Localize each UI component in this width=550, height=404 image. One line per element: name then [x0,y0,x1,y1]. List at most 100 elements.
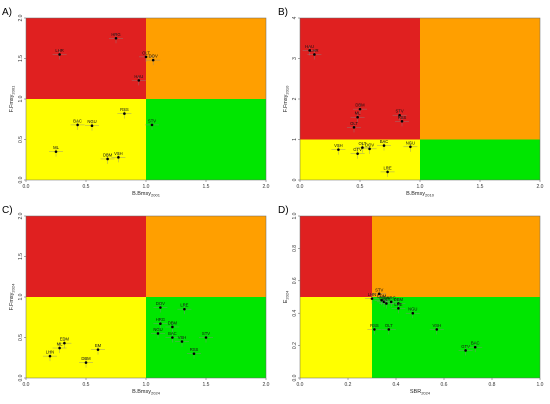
quadrant-overfishing [372,216,540,297]
point-label: STV [202,331,210,336]
point-label: BAC [471,341,480,346]
quadrant-overfished [26,99,146,180]
x-axis-label: SBR2024 [410,389,431,396]
point-marker [358,107,362,111]
point-marker [159,306,162,309]
point-marker [352,126,356,129]
quadrant-overfishing [146,18,266,99]
y-tick-label: 2.0 [18,212,24,219]
data-point: NGU [85,119,99,131]
data-point: DBM [100,152,115,164]
point-marker [156,332,160,335]
y-tick-label: 0.0 [18,374,24,381]
point-label: LRE [394,302,402,307]
data-point: OLT [347,121,361,133]
data-point: OLT [139,50,153,62]
x-tick-label: 1.0 [143,382,150,388]
data-point: LRE [177,303,192,315]
data-point: LRE [391,302,406,314]
data-point: LRE [380,165,395,177]
point-label: DBM [379,295,389,300]
x-tick-label: 1.5 [203,382,210,388]
data-point: BAC [165,331,180,343]
point-marker [337,148,340,151]
point-marker [356,152,359,155]
point-label: LHN [368,292,376,297]
point-marker [389,300,393,304]
point-marker [123,112,126,115]
data-point: BAC [468,341,483,353]
point-label: LHN [46,350,54,355]
data-point: RSS [395,115,409,127]
data-point: DBM [353,103,367,115]
point-marker [106,157,109,161]
x-tick-label: 0.5 [83,382,90,388]
point-label: RSS [190,347,199,352]
y-tick-label: 0.2 [292,342,298,349]
point-marker [58,346,61,350]
data-point: NGU [403,140,418,152]
point-marker [370,297,374,300]
x-tick-label: 1.5 [203,184,210,190]
point-marker [84,361,88,364]
quadrant-sustainable [146,99,266,180]
point-marker [382,300,386,304]
point-label: NGU [153,327,162,332]
point-label: STV [375,287,383,292]
point-label: BAC [380,139,389,144]
panel-b: B) 0.0 0.5 1.0 1.5 2.0 0 1 2 3 4 B.Bmsy2010 F.Fmsy20… [278,7,544,198]
x-tick-label: 2.0 [263,382,270,388]
point-marker [183,307,186,311]
x-axis-label: B.Bmsy2024 [132,389,161,396]
data-point: HRG [109,32,123,44]
data-point: ML [52,342,67,354]
x-tick-label: 1.5 [477,184,484,190]
data-point: STV [199,331,213,343]
panel-label: C) [2,205,13,216]
data-point: STV [372,287,387,299]
y-tick-label: 2 [292,97,298,100]
data-point: DBM [165,320,180,332]
point-marker [400,119,404,123]
point-label: LRE [384,165,392,170]
point-label: NGU [406,140,415,145]
y-tick-label: 3 [292,57,298,60]
data-point: LHN [43,350,57,362]
data-point: RSS [187,347,201,359]
panel-c: C) 0.0 0.5 1.0 1.5 2.0 0.0 0.5 1.0 1.5 2.0 B.Bmsy20… [2,205,270,396]
point-label: ML [53,145,59,150]
data-point: STV [392,109,407,121]
data-point: HRG [153,317,168,329]
y-axis-label: F.Fmsy2001 [9,85,16,112]
point-marker [137,79,141,82]
point-marker [117,156,120,159]
point-label: DOV [156,301,165,306]
point-marker [171,325,174,329]
point-label: RSS [398,115,407,120]
point-marker [361,146,364,149]
point-label: HRG [111,32,120,37]
point-label: ML [355,111,361,116]
x-tick-label: 0.5 [357,184,364,190]
point-marker [387,328,391,331]
data-point: DBM [79,356,93,368]
quadrant-overfished [300,297,372,378]
data-point: ML [49,145,63,157]
y-tick-label: 1.5 [18,55,24,62]
quadrant-sustainable [420,139,540,180]
point-marker [204,336,208,339]
point-marker [398,113,401,117]
point-label: EM [95,343,102,348]
data-point: VSH [175,335,189,347]
x-tick-label: 0.2 [345,382,352,388]
point-marker [473,345,477,349]
point-label: VSH [114,151,123,156]
point-marker [409,145,412,149]
point-label: DOV [149,54,158,59]
point-marker [151,58,155,62]
y-axis-label: E2024 [283,290,290,303]
data-point: OLT [355,141,370,153]
data-point: STV [145,118,159,130]
panel-d: D) 0.0 0.2 0.4 0.6 0.8 1.0 0.0 0.2 0.4 0.6 0.8 1.0 SB… [278,205,544,396]
point-label: BAC [168,331,177,336]
